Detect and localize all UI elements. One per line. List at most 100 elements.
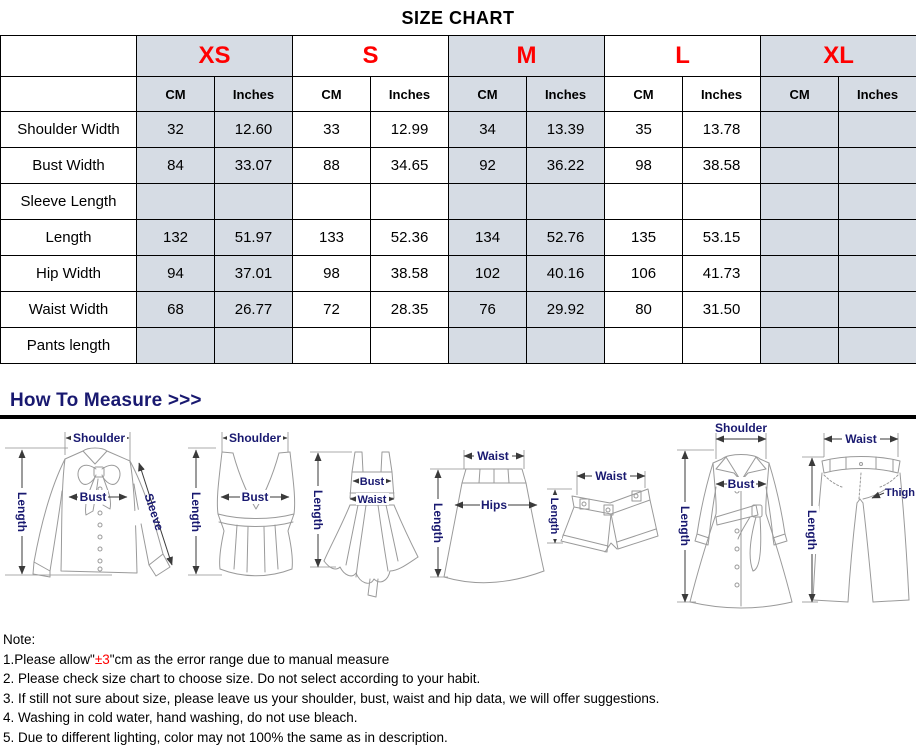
notes-title: Note:: [3, 632, 36, 647]
table-row: Waist Width 68 26.77 72 28.35 76 29.92 80 31.50: [0, 291, 916, 328]
size-value-cell: 34: [448, 111, 528, 148]
size-value-cell: [136, 183, 215, 220]
size-value-cell: [682, 183, 762, 220]
table-row: Hip Width 94 37.01 98 38.58 102 40.16 106 41.73: [0, 255, 916, 292]
unit-header-inches: Inches: [526, 76, 606, 112]
size-value-cell: 68: [136, 291, 215, 328]
corner-cell-2: [0, 76, 137, 112]
size-value-cell: 32: [136, 111, 215, 148]
size-value-cell: 35: [604, 111, 684, 148]
how-to-measure-text: How To Measure >>>: [10, 390, 202, 411]
diagram-skirt: Waist Hips Length: [430, 449, 545, 584]
size-value-cell: 40.16: [526, 255, 606, 292]
size-value-cell: [292, 183, 372, 220]
size-value-cell: [838, 111, 916, 148]
size-value-cell: [448, 327, 528, 364]
dress-bust-label: Bust: [360, 476, 385, 488]
size-value-cell: 36.22: [526, 147, 606, 184]
coat-shoulder-label: Shoulder: [715, 421, 767, 435]
note-item-4: 4. Washing in cold water, hand washing, …: [3, 710, 358, 725]
size-header-m: M: [448, 35, 606, 77]
shorts-waist-label: Waist: [595, 469, 627, 483]
size-value-cell: 13.78: [682, 111, 762, 148]
size-value-cell: 94: [136, 255, 215, 292]
note-item-1: 1.Please allow"±3"cm as the error range …: [3, 651, 390, 667]
size-value-cell: [760, 147, 840, 184]
notes-section: Note: 1.Please allow"±3"cm as the error …: [0, 624, 916, 747]
size-value-cell: [213, 183, 294, 220]
note-highlight: ±3: [94, 651, 110, 667]
size-value-cell: [838, 147, 916, 184]
table-row: Length 132 51.97 133 52.36 134 52.76 135 53.15: [0, 219, 916, 256]
size-value-cell: 134: [448, 219, 528, 256]
skirt-length-label: Length: [431, 503, 445, 543]
row-label: Shoulder Width: [0, 111, 137, 148]
size-value-cell: 12.60: [213, 111, 294, 148]
row-label: Pants length: [0, 327, 137, 364]
size-value-cell: 98: [604, 147, 684, 184]
size-value-cell: [136, 327, 215, 364]
pants-thigh-label: Thigh: [885, 487, 915, 499]
size-value-cell: [370, 327, 450, 364]
table-row: Shoulder Width 32 12.60 33 12.99 34 13.39 35 13.…: [0, 111, 916, 148]
unit-header-cm: CM: [448, 76, 528, 112]
size-value-cell: 98: [292, 255, 372, 292]
unit-header-cm: CM: [760, 76, 840, 112]
size-value-cell: [760, 327, 840, 364]
unit-header-inches: Inches: [838, 76, 916, 112]
size-header-l: L: [604, 35, 762, 77]
size-value-cell: [760, 111, 840, 148]
size-value-cell: 37.01: [213, 255, 294, 292]
note-item-3: 3. If still not sure about size, please …: [3, 690, 660, 706]
size-value-cell: 80: [604, 291, 684, 328]
size-header-s: S: [292, 35, 450, 77]
size-value-cell: [760, 291, 840, 328]
page-title: SIZE CHART: [401, 8, 515, 28]
size-value-cell: 106: [604, 255, 684, 292]
how-to-measure-heading: How To Measure >>>: [0, 390, 916, 419]
size-value-cell: 26.77: [213, 291, 294, 328]
tank-shoulder-label: Shoulder: [229, 431, 281, 445]
corner-cell: [0, 35, 137, 77]
table-row: Sleeve Length: [0, 183, 916, 220]
diagram-tank-top: Shoulder Length Bust: [188, 431, 296, 577]
unit-header-inches: Inches: [213, 76, 294, 112]
row-label: Bust Width: [0, 147, 137, 184]
size-value-cell: [838, 327, 916, 364]
size-value-cell: 88: [292, 147, 372, 184]
blouse-shoulder-label: Shoulder: [73, 431, 125, 445]
size-value-cell: 53.15: [682, 219, 762, 256]
size-value-cell: [760, 183, 840, 220]
size-value-cell: [760, 219, 840, 256]
skirt-hips-label: Hips: [481, 498, 507, 512]
size-value-cell: [838, 291, 916, 328]
diagram-pants: Waist Length Thigh: [802, 432, 915, 603]
size-value-cell: 72: [292, 291, 372, 328]
pants-waist-label: Waist: [845, 432, 877, 446]
measure-diagrams: Shoulder Length Bust Sleeve Shoulder Len: [0, 419, 916, 624]
row-label: Waist Width: [0, 291, 137, 328]
size-value-cell: [292, 327, 372, 364]
size-value-cell: 12.99: [370, 111, 450, 148]
tank-length-label: Length: [189, 492, 203, 532]
size-value-cell: 84: [136, 147, 215, 184]
size-value-cell: [526, 327, 606, 364]
diagram-coat: Shoulder Length Bust: [677, 421, 793, 609]
coat-bust-label: Bust: [728, 477, 755, 491]
tank-bust-label: Bust: [242, 490, 269, 504]
size-value-cell: 132: [136, 219, 215, 256]
unit-header-inches: Inches: [682, 76, 762, 112]
pants-length-label: Length: [805, 510, 819, 550]
blouse-length-label: Length: [15, 492, 29, 532]
size-value-cell: 41.73: [682, 255, 762, 292]
dress-length-label: Length: [311, 490, 325, 530]
table-row: Pants length: [0, 327, 916, 364]
size-value-cell: [448, 183, 528, 220]
diagram-dress: Length Bust Waist: [310, 451, 419, 598]
blouse-bust-label: Bust: [80, 490, 107, 504]
size-value-cell: 33.07: [213, 147, 294, 184]
skirt-waist-label: Waist: [477, 449, 509, 463]
size-value-cell: 33: [292, 111, 372, 148]
note-item-5: 5. Due to different lighting, color may …: [3, 729, 448, 745]
size-value-cell: 34.65: [370, 147, 450, 184]
